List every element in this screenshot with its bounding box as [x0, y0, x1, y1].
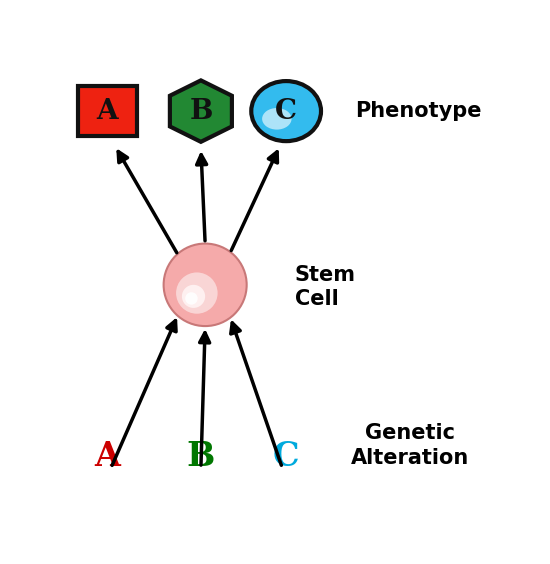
- Ellipse shape: [262, 108, 292, 130]
- Circle shape: [182, 285, 205, 308]
- FancyBboxPatch shape: [78, 86, 136, 136]
- Text: Phenotype: Phenotype: [355, 101, 482, 121]
- Text: Genetic
Alteration: Genetic Alteration: [351, 423, 469, 468]
- Polygon shape: [170, 81, 232, 142]
- Text: C: C: [273, 440, 299, 473]
- Circle shape: [185, 292, 197, 305]
- Text: A: A: [94, 440, 120, 473]
- Text: Stem
Cell: Stem Cell: [295, 265, 356, 310]
- Text: C: C: [275, 98, 297, 125]
- Circle shape: [164, 244, 246, 326]
- Text: A: A: [96, 98, 118, 125]
- Text: B: B: [189, 98, 212, 125]
- Circle shape: [176, 272, 218, 314]
- Text: B: B: [186, 440, 215, 473]
- Ellipse shape: [251, 81, 321, 141]
